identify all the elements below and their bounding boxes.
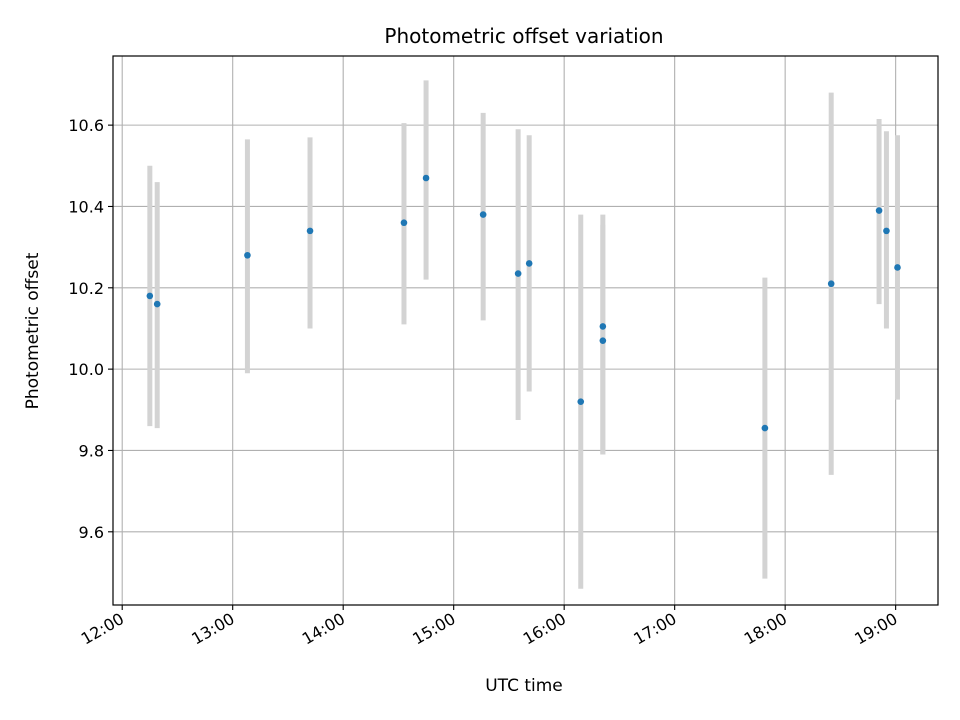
data-point <box>599 323 607 330</box>
x-tick-label: 17:00 <box>630 609 679 649</box>
y-tick-label: 10.2 <box>68 279 104 298</box>
data-point <box>894 264 901 271</box>
y-tick-label: 10.0 <box>68 360 104 379</box>
x-tick-label: 19:00 <box>851 609 900 649</box>
point-layer <box>146 174 901 432</box>
y-tick-label: 9.6 <box>79 523 104 542</box>
x-tick-label: 14:00 <box>299 609 348 649</box>
data-point <box>514 270 522 277</box>
x-tick-label: 18:00 <box>741 609 790 649</box>
y-tick-label: 10.4 <box>68 197 104 216</box>
x-tick-label: 16:00 <box>520 609 569 649</box>
x-tick-label: 12:00 <box>78 609 127 649</box>
data-point <box>875 207 883 214</box>
data-point <box>306 227 314 235</box>
data-point <box>577 398 585 405</box>
data-point <box>244 251 251 259</box>
data-point <box>479 211 487 218</box>
data-point <box>153 300 161 308</box>
chart-title: Photometric offset variation <box>384 24 663 48</box>
data-point <box>599 337 607 344</box>
x-tick-label: 15:00 <box>409 609 458 649</box>
y-tick-label: 9.8 <box>79 441 104 460</box>
data-point <box>422 174 430 182</box>
data-point <box>761 424 769 432</box>
y-tick-label: 10.6 <box>68 116 104 135</box>
data-point <box>883 227 890 235</box>
data-point <box>146 292 154 300</box>
x-tick-label: 13:00 <box>188 609 237 649</box>
x-axis-label: UTC time <box>485 676 563 696</box>
plot-frame <box>112 55 939 606</box>
data-point <box>827 280 835 288</box>
data-point <box>525 260 533 267</box>
data-point <box>400 219 408 227</box>
y-axis-label: Photometric offset <box>23 252 43 409</box>
grid-layer <box>113 56 938 605</box>
